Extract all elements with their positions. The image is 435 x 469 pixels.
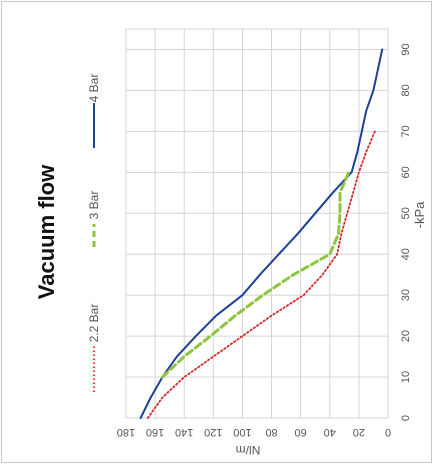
- y-tick-label: 140: [175, 426, 193, 438]
- x-tick-label: 10: [400, 371, 412, 383]
- x-axis-label: -kPa: [412, 201, 427, 229]
- x-tick-label: 40: [400, 248, 412, 260]
- series-line-2-2-bar: [146, 130, 376, 419]
- vacuum-flow-chart: 0 10 20 30 40 50 60 70 80 90 0 20 40 60 80 100 120 140 160…: [34, 28, 427, 457]
- plot-border: [125, 28, 389, 419]
- x-tick-label: 90: [400, 43, 412, 55]
- series-lines: [139, 48, 384, 419]
- x-tick-label: 20: [400, 330, 412, 342]
- x-tick-label: 60: [400, 166, 412, 178]
- y-axis-label: Nl/m: [236, 443, 261, 457]
- grid: [125, 28, 389, 419]
- series-line-4-bar: [139, 48, 384, 419]
- y-tick-label: 60: [295, 426, 307, 438]
- y-tick-label: 120: [204, 426, 222, 438]
- y-tick-label: 100: [233, 426, 251, 438]
- legend: 4 Bar 3 Bar 2.2 Bar: [87, 74, 101, 392]
- legend-item-3-bar: 3 Bar: [87, 191, 101, 247]
- series-line-3-bar: [160, 170, 351, 379]
- chart-frame: 0 10 20 30 40 50 60 70 80 90 0 20 40 60 80 100 120 140 160…: [1, 1, 432, 463]
- y-tick-label: 80: [265, 426, 277, 438]
- legend-label-3-bar: 3 Bar: [87, 191, 101, 220]
- y-tick-label: 180: [117, 426, 135, 438]
- x-tick-label: 80: [400, 84, 412, 96]
- legend-item-2-2-bar: 2.2 Bar: [87, 304, 101, 392]
- y-tick-label: 40: [324, 426, 336, 438]
- x-tick-label: 50: [400, 207, 412, 219]
- y-tick-label: 0: [385, 426, 391, 438]
- x-tick-label: 0: [400, 415, 412, 421]
- y-tick-label: 20: [353, 426, 365, 438]
- x-tick-label: 70: [400, 125, 412, 137]
- legend-label-2-2-bar: 2.2 Bar: [87, 304, 101, 343]
- chart-title: Vacuum flow: [34, 164, 59, 299]
- x-tick-label: 30: [400, 289, 412, 301]
- tick-labels: 0 10 20 30 40 50 60 70 80 90 0 20 40 60 80 100 120 140 160…: [117, 43, 412, 438]
- legend-label-4-bar: 4 Bar: [87, 74, 101, 103]
- legend-item-4-bar: 4 Bar: [87, 74, 101, 148]
- y-tick-label: 160: [146, 426, 164, 438]
